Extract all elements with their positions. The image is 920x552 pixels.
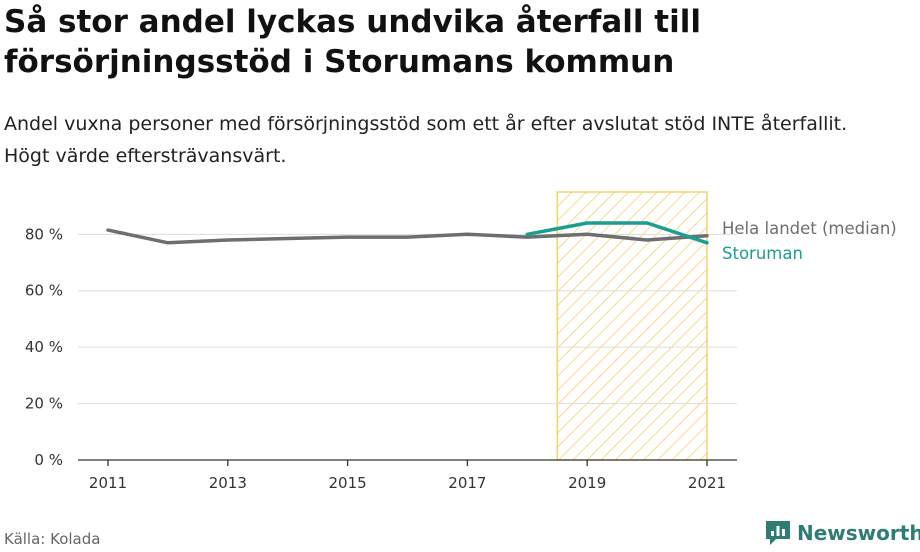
x-tick-label: 2015 (329, 474, 367, 492)
y-tick-label: 60 % (25, 282, 63, 300)
x-tick-label: 2011 (89, 474, 127, 492)
chart-subtitle: Andel vuxna personer med försörjningsstö… (4, 113, 848, 167)
chart-title: Så stor andel lyckas undvika återfall ti… (4, 4, 701, 80)
y-tick-label: 0 % (34, 451, 63, 469)
newsworthy-icon (766, 521, 790, 545)
x-tick-label: 2019 (568, 474, 606, 492)
series-line-municipality (525, 221, 709, 245)
highlight-band (556, 191, 708, 461)
y-tick-label: 80 % (25, 225, 63, 243)
x-tick-label: 2013 (209, 474, 247, 492)
brand-name: Newsworthy (797, 521, 920, 545)
series-label: Hela landet (median) (722, 219, 897, 238)
y-tick-label: 40 % (25, 338, 63, 356)
x-tick-label: 2017 (448, 474, 486, 492)
source-note: Källa: Kolada (4, 530, 101, 548)
series-line-national (106, 228, 709, 245)
y-tick-label: 20 % (25, 395, 63, 413)
brand-logo: Newsworthy (764, 519, 920, 547)
series-label: Storuman (722, 244, 803, 263)
x-tick-label: 2021 (688, 474, 726, 492)
